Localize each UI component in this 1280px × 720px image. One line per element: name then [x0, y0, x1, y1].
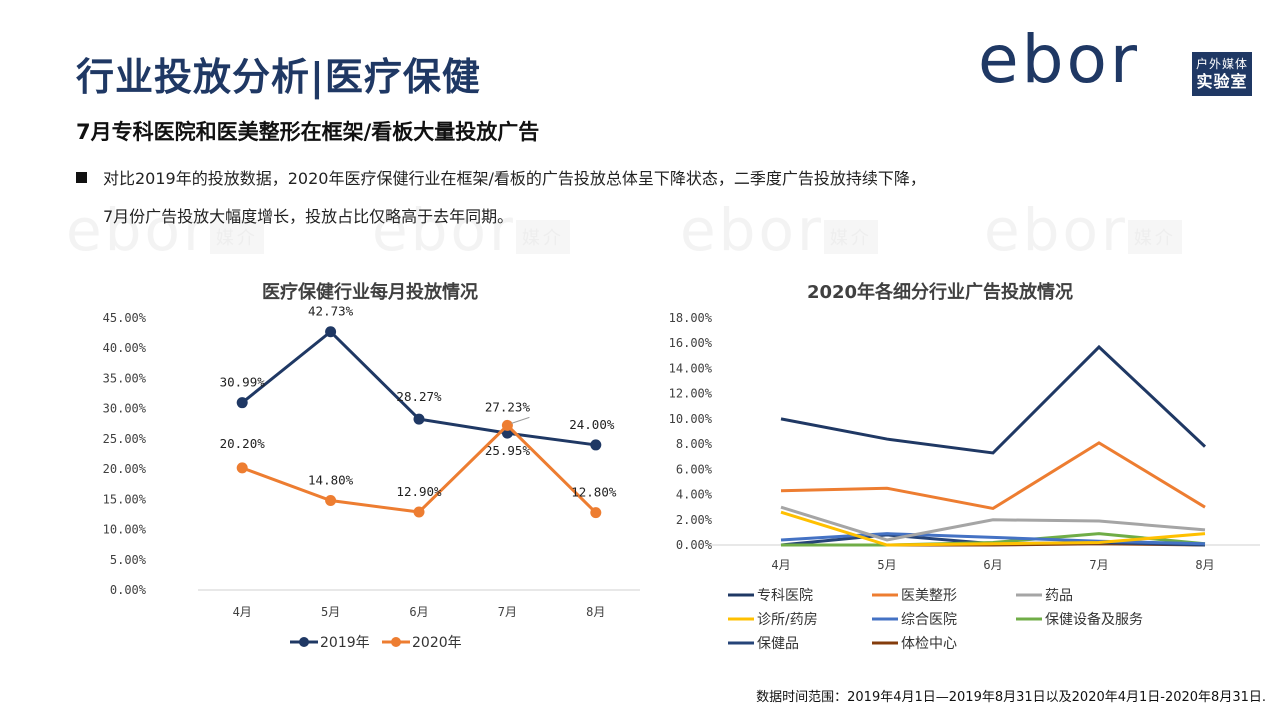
- footnote: 数据时间范围：2019年4月1日—2019年8月31日以及2020年4月1日-2…: [756, 690, 1266, 705]
- watermark-word: ebor: [984, 196, 1128, 264]
- x-tick-label: 5月: [877, 558, 896, 572]
- legend-label: 保健品: [757, 636, 799, 652]
- x-tick-label: 4月: [233, 605, 252, 619]
- watermark-box: 媒介: [1127, 220, 1182, 254]
- page-title: 行业投放分析|医疗保健: [76, 55, 481, 99]
- data-label: 25.95%: [485, 443, 531, 458]
- y-tick-label: 45.00%: [103, 311, 147, 325]
- bullet-text-1: 对比2019年的投放数据，2020年医疗保健行业在框架/看板的广告投放总体呈下降…: [103, 169, 926, 188]
- y-tick-label: 0.00%: [676, 538, 713, 552]
- legend-label: 2020年: [412, 635, 462, 651]
- y-tick-label: 20.00%: [103, 462, 147, 476]
- series-line-诊所/药房: [780, 510, 1206, 547]
- series-line-医美整形: [780, 441, 1206, 511]
- legend-label: 2019年: [320, 635, 370, 651]
- subtitle: 7月专科医院和医美整形在框架/看板大量投放广告: [76, 120, 540, 144]
- y-tick-label: 14.00%: [669, 361, 713, 375]
- data-label: 27.23%: [485, 399, 531, 414]
- legend-marker: [391, 637, 401, 647]
- x-tick-label: 6月: [409, 605, 428, 619]
- watermark: ebor 媒介: [372, 196, 570, 264]
- data-point: [236, 397, 248, 409]
- right-chart-title: 2020年各细分行业广告投放情况: [806, 282, 1074, 303]
- watermark: ebor 媒介: [984, 196, 1182, 264]
- bullet-square-icon: [76, 172, 87, 183]
- y-tick-label: 4.00%: [676, 488, 713, 502]
- watermark-word: ebor: [680, 196, 824, 264]
- data-label: 14.80%: [308, 473, 354, 488]
- series-line-综合医院: [780, 532, 1206, 546]
- y-tick-label: 25.00%: [103, 432, 147, 446]
- bullet-text-2: 7月份广告投放大幅度增长，投放占比仅略高于去年同期。: [103, 207, 514, 226]
- data-label: 20.20%: [220, 436, 266, 451]
- data-label: 12.90%: [396, 484, 442, 499]
- right-line-chart: 0.00% 2.00% 4.00% 6.00% 8.00% 10.00% 12.00% 14.…: [669, 311, 1260, 652]
- legend-label: 诊所/药房: [757, 612, 818, 628]
- logo-badge-line2: 实验室: [1196, 72, 1248, 91]
- data-label: 24.00%: [569, 417, 615, 432]
- data-point: [236, 462, 248, 474]
- watermark: ebor 媒介: [66, 196, 264, 264]
- watermark-box: 媒介: [823, 220, 878, 254]
- summary-bullet: 对比2019年的投放数据，2020年医疗保健行业在框架/看板的广告投放总体呈下降…: [76, 160, 1226, 236]
- y-tick-label: 18.00%: [669, 311, 713, 325]
- data-point: [501, 419, 513, 431]
- watermark-word: ebor: [372, 196, 516, 264]
- y-tick-label: 5.00%: [110, 553, 147, 567]
- x-tick-label: 7月: [498, 605, 517, 619]
- left-chart-title: 医疗保健行业每月投放情况: [262, 282, 478, 303]
- data-point: [590, 439, 602, 451]
- watermark-word: ebor: [66, 196, 210, 264]
- data-point: [413, 413, 425, 425]
- brand-logo: ebor 户外媒体 实验室: [978, 24, 1253, 96]
- left-line-chart: 0.00% 5.00% 10.00% 15.00% 20.00% 25.00% 30.00%…: [103, 304, 640, 651]
- y-tick-label: 40.00%: [103, 341, 147, 355]
- legend-label: 医美整形: [901, 588, 957, 604]
- legend-label: 专科医院: [757, 588, 813, 604]
- x-tick-label: 6月: [983, 558, 1002, 572]
- watermark: ebor 媒介: [680, 196, 878, 264]
- x-tick-label: 8月: [1195, 558, 1214, 572]
- y-tick-label: 10.00%: [669, 412, 713, 426]
- data-label: 28.27%: [396, 389, 442, 404]
- x-tick-label: 7月: [1089, 558, 1108, 572]
- data-point: [413, 506, 425, 518]
- logo-badge: 户外媒体 实验室: [1192, 52, 1252, 96]
- y-tick-label: 12.00%: [669, 387, 713, 401]
- logo-badge-line1: 户外媒体: [1195, 57, 1248, 71]
- y-tick-label: 2.00%: [676, 513, 713, 527]
- bullet-line-1: 对比2019年的投放数据，2020年医疗保健行业在框架/看板的广告投放总体呈下降…: [76, 160, 1226, 198]
- y-tick-label: 10.00%: [103, 523, 147, 537]
- y-tick-label: 6.00%: [676, 462, 713, 476]
- y-tick-label: 0.00%: [110, 583, 147, 597]
- y-tick-label: 30.00%: [103, 402, 147, 416]
- data-label: 12.80%: [571, 485, 617, 500]
- logo-wordmark: ebor: [978, 21, 1141, 98]
- series-line-药品: [780, 505, 1206, 542]
- y-tick-label: 15.00%: [103, 492, 147, 506]
- x-tick-label: 5月: [321, 605, 340, 619]
- data-label: 42.73%: [308, 304, 354, 319]
- y-tick-label: 35.00%: [103, 371, 147, 385]
- y-tick-label: 8.00%: [676, 437, 713, 451]
- legend-label: 保健设备及服务: [1045, 611, 1143, 628]
- y-tick-label: 16.00%: [669, 336, 713, 350]
- bullet-line-2: 7月份广告投放大幅度增长，投放占比仅略高于去年同期。: [76, 198, 1226, 236]
- legend-label: 综合医院: [901, 612, 957, 628]
- watermark-box: 媒介: [209, 220, 264, 254]
- x-tick-label: 4月: [771, 558, 790, 572]
- watermark-box: 媒介: [515, 220, 570, 254]
- legend-label: 体检中心: [901, 636, 957, 652]
- data-point: [590, 507, 602, 519]
- data-label: 30.99%: [220, 375, 266, 390]
- data-point: [325, 495, 337, 507]
- legend-label: 药品: [1045, 588, 1073, 604]
- data-point: [501, 427, 513, 439]
- series-line-专科医院: [780, 344, 1207, 455]
- label-leader-line: [511, 416, 530, 424]
- data-point: [325, 326, 337, 338]
- legend-marker: [299, 637, 309, 647]
- x-tick-label: 8月: [586, 605, 605, 619]
